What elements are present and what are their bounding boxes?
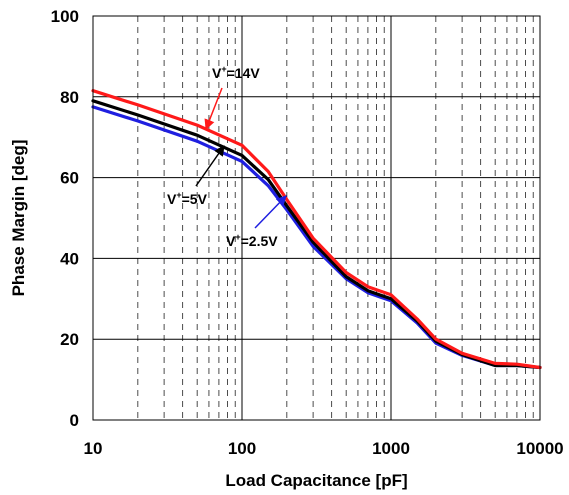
x-tick-label: 10 [84,439,103,458]
annotation-arrow [195,145,225,187]
annotation-arrow [254,195,287,229]
series-line-1 [91,99,542,370]
y-tick-label: 0 [70,411,79,430]
annotation-label: V+=2.5V [226,232,278,249]
x-tick-label: 10000 [516,439,563,458]
x-tick-label: 1000 [372,439,410,458]
x-axis-label: Load Capacitance [pF] [225,471,407,490]
plot-frame [92,15,541,421]
series-line-0 [91,105,542,370]
y-tick-label: 20 [60,330,79,349]
series-line-2 [91,89,542,370]
grid-lines [92,15,541,421]
y-axis-label: Phase Margin [deg] [9,140,28,297]
y-tick-label: 80 [60,88,79,107]
annotation-label: V+=14V [212,64,260,81]
annotation-arrow [204,87,223,130]
y-tick-label: 100 [51,7,79,26]
y-tick-label: 40 [60,249,79,268]
y-tick-label: 60 [60,169,79,188]
annotations: V+=14V V+=5V V+=2.5V [167,64,287,249]
tick-labels: 10 100 1000 10000 0 20 40 60 80 100 [51,7,564,458]
x-tick-label: 100 [228,439,256,458]
series-lines [91,89,542,370]
annotation-label: V+=5V [167,190,208,207]
